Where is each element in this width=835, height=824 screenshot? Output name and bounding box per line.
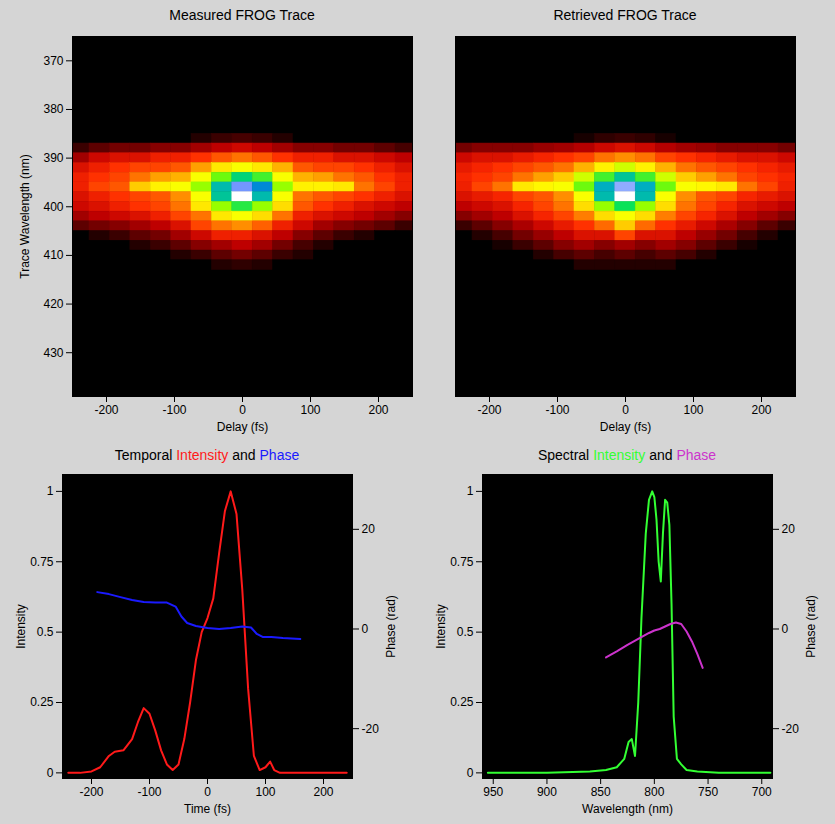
svg-text:800: 800 xyxy=(644,785,664,799)
svg-text:20: 20 xyxy=(782,522,796,536)
svg-text:-200: -200 xyxy=(79,785,103,799)
svg-text:-20: -20 xyxy=(782,722,800,736)
svg-text:750: 750 xyxy=(698,785,718,799)
svg-text:100: 100 xyxy=(255,785,275,799)
svg-text:100: 100 xyxy=(683,403,703,417)
svg-text:-100: -100 xyxy=(137,785,161,799)
svg-text:-100: -100 xyxy=(545,403,569,417)
svg-text:0: 0 xyxy=(622,403,629,417)
svg-text:100: 100 xyxy=(300,403,320,417)
svg-text:200: 200 xyxy=(313,785,333,799)
svg-text:0: 0 xyxy=(467,766,474,780)
svg-text:430: 430 xyxy=(43,346,63,360)
svg-text:Delay (fs): Delay (fs) xyxy=(600,420,651,434)
svg-text:0: 0 xyxy=(47,766,54,780)
svg-text:Trace Wavelength (nm): Trace Wavelength (nm) xyxy=(18,154,32,278)
svg-text:Time (fs): Time (fs) xyxy=(184,802,231,816)
svg-text:-200: -200 xyxy=(94,403,118,417)
svg-text:-20: -20 xyxy=(362,722,380,736)
svg-text:200: 200 xyxy=(368,403,388,417)
html-text:Temporal Intensity and Phase: Temporal Intensity and Phase xyxy=(114,447,300,463)
svg-text:Intensity: Intensity xyxy=(434,604,448,649)
svg-text:410: 410 xyxy=(43,248,63,262)
svg-text:200: 200 xyxy=(751,403,771,417)
svg-text:1: 1 xyxy=(47,484,54,498)
svg-text:380: 380 xyxy=(43,102,63,116)
svg-text:0.75: 0.75 xyxy=(30,555,54,569)
svg-text:370: 370 xyxy=(43,54,63,68)
svg-text:850: 850 xyxy=(591,785,611,799)
svg-text:700: 700 xyxy=(752,785,772,799)
svg-text:0.25: 0.25 xyxy=(450,695,474,709)
svg-text:Intensity: Intensity xyxy=(14,604,28,649)
html-text:Measured FROG Trace: Measured FROG Trace xyxy=(169,7,315,23)
svg-text:420: 420 xyxy=(43,297,63,311)
svg-text:Delay (fs): Delay (fs) xyxy=(217,420,268,434)
svg-text:Phase (rad): Phase (rad) xyxy=(804,595,818,658)
svg-text:390: 390 xyxy=(43,151,63,165)
svg-text:1: 1 xyxy=(467,484,474,498)
svg-text:-200: -200 xyxy=(477,403,501,417)
svg-text:0: 0 xyxy=(362,622,369,636)
svg-text:950: 950 xyxy=(483,785,503,799)
svg-text:-100: -100 xyxy=(162,403,186,417)
html-text:Spectral Intensity and Phase: Spectral Intensity and Phase xyxy=(537,447,717,463)
svg-text:0: 0 xyxy=(239,403,246,417)
svg-text:400: 400 xyxy=(43,200,63,214)
svg-text:0.75: 0.75 xyxy=(450,555,474,569)
svg-text:0.25: 0.25 xyxy=(30,695,54,709)
svg-text:0: 0 xyxy=(782,622,789,636)
svg-text:0.5: 0.5 xyxy=(37,625,54,639)
svg-text:0: 0 xyxy=(204,785,211,799)
svg-text:900: 900 xyxy=(537,785,557,799)
svg-text:0.5: 0.5 xyxy=(457,625,474,639)
svg-text:20: 20 xyxy=(362,522,376,536)
html-text:Retrieved FROG Trace: Retrieved FROG Trace xyxy=(553,7,697,23)
svg-text:Wavelength (nm): Wavelength (nm) xyxy=(582,802,673,816)
svg-text:Phase (rad): Phase (rad) xyxy=(384,595,398,658)
